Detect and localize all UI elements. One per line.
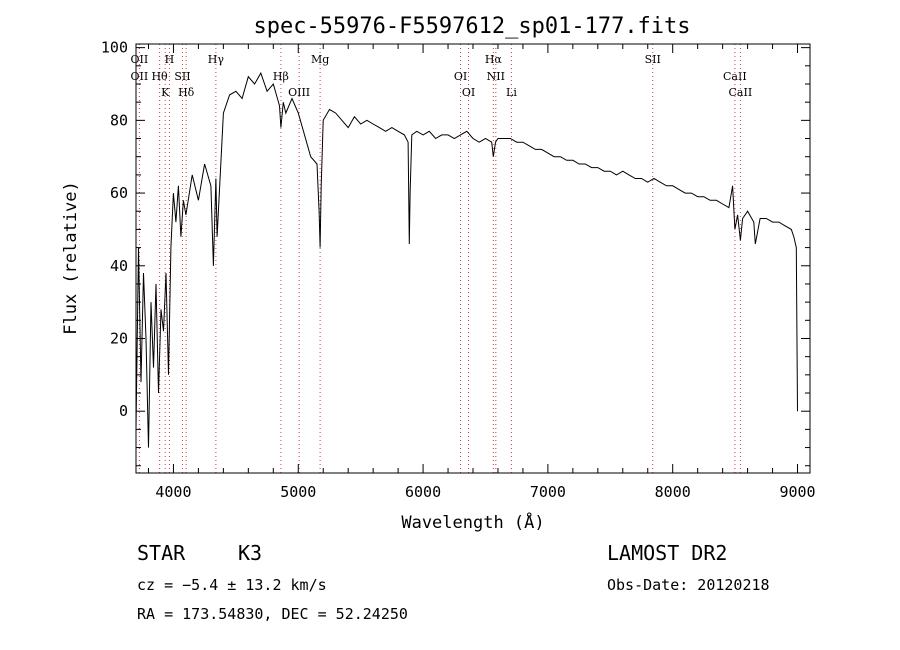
x-tick-label: 9000 (779, 483, 815, 501)
line-marker-label: NII (487, 70, 505, 83)
y-tick-label: 40 (110, 257, 128, 275)
line-marker-label: SII (174, 70, 190, 83)
survey-name: LAMOST DR2 (607, 541, 728, 565)
series-layer (135, 71, 798, 448)
axis-ticks: 4000 5000 6000 7000 8000 9000 0 20 40 60 80 100 (101, 39, 816, 501)
line-marker-label: Mg (311, 53, 329, 66)
y-tick-label: 60 (110, 184, 128, 202)
y-axis-label: Flux (relative) (61, 181, 81, 335)
line-marker-label: Li (506, 86, 517, 99)
y-tick-label: 0 (119, 402, 128, 420)
line-marker-label: Hδ (178, 86, 195, 99)
line-marker-label: OIII (288, 86, 310, 99)
spectrum-line (135, 71, 798, 448)
y-tick-label: 80 (110, 111, 128, 129)
line-marker-label: Hβ (273, 70, 289, 83)
line-marker-label: K (161, 86, 170, 99)
line-marker-label: Hγ (208, 53, 225, 66)
redshift-velocity: cz = −5.4 ± 13.2 km/s (137, 576, 327, 594)
line-marker-label: Hθ (151, 70, 168, 83)
x-tick-label: 4000 (155, 483, 191, 501)
x-axis-label: Wavelength (Å) (401, 511, 544, 533)
line-marker-label: OI (454, 70, 467, 83)
observation-date: Obs-Date: 20120218 (607, 576, 770, 594)
line-marker-label: OI (462, 86, 475, 99)
object-subclass: K3 (238, 541, 263, 565)
plot-frame (135, 43, 811, 474)
line-marker-label: H (165, 53, 175, 66)
x-tick-label: 8000 (655, 483, 691, 501)
y-tick-label: 20 (110, 329, 128, 347)
coordinates: RA = 173.54830, DEC = 52.24250 (137, 605, 408, 623)
line-marker-label: CaII (723, 70, 747, 83)
x-tick-label: 5000 (280, 483, 316, 501)
y-tick-label: 100 (101, 39, 128, 57)
object-class: STAR (137, 541, 186, 565)
line-marker-label: CaII (729, 86, 753, 99)
line-marker-label: OII (131, 70, 149, 83)
line-marker-label: Hα (485, 53, 503, 66)
x-tick-label: 6000 (405, 483, 441, 501)
x-tick-label: 7000 (530, 483, 566, 501)
line-marker-label: OII (131, 53, 149, 66)
line-marker-label: SII (645, 53, 661, 66)
chart-title: spec-55976-F5597612_sp01-177.fits (253, 14, 690, 39)
